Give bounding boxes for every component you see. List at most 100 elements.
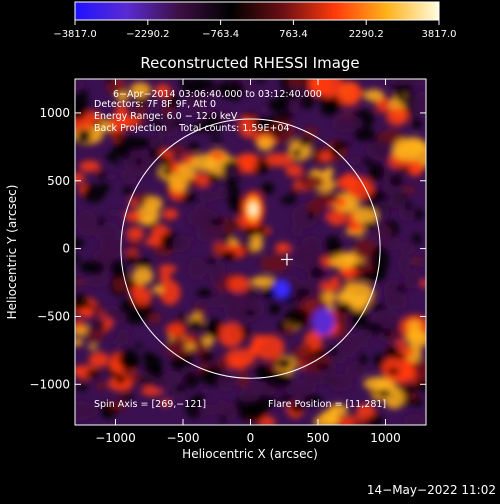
heatmap-cell (75, 278, 84, 287)
heatmap-cell (216, 185, 229, 200)
heatmap-cell (254, 365, 268, 376)
heatmap-cell (344, 364, 361, 378)
heatmap-cell (200, 368, 221, 379)
heatmap-cell (162, 208, 179, 220)
heatmap-cell (154, 84, 171, 98)
heatmap-cell (119, 394, 135, 400)
heatmap-cell (292, 148, 302, 158)
heatmap-cell (123, 368, 133, 376)
heatmap-cell (148, 312, 162, 324)
colorbar-tick-label: −3817.0 (53, 29, 96, 40)
heatmap-cell (400, 242, 416, 254)
heatmap-cell (311, 267, 323, 279)
heatmap-cell (166, 236, 174, 249)
heatmap-cell (183, 371, 200, 388)
heatmap-cell (107, 208, 123, 216)
heatmap-cell (395, 286, 407, 293)
heatmap-cell (353, 207, 378, 225)
heatmap-cell (114, 140, 123, 149)
heatmap-cell (186, 209, 207, 226)
heatmap-cell (129, 82, 152, 98)
heatmap-cell (262, 292, 276, 299)
heatmap-cell (397, 255, 411, 275)
heatmap-cell (307, 209, 314, 221)
heatmap-cell (174, 361, 186, 369)
heatmap-cell (105, 173, 117, 180)
heatmap-cell (185, 93, 207, 116)
heatmap-cell (363, 89, 385, 102)
solar-limb-circle (120, 118, 381, 379)
heatmap-cell (115, 104, 129, 115)
heatmap-cell (79, 89, 90, 95)
heatmap-cell (391, 294, 408, 309)
heatmap-cell (194, 392, 205, 404)
heatmap-cell (207, 257, 216, 265)
heatmap-cell (335, 115, 363, 133)
heatmap-cell (202, 326, 215, 331)
heatmap-cell (75, 300, 83, 311)
heatmap-cell (244, 225, 259, 238)
heatmap-cell (413, 397, 423, 408)
heatmap-cell (252, 159, 270, 174)
x-tick-label: 500 (307, 431, 330, 445)
heatmap-cell (295, 296, 303, 302)
heatmap-cell (406, 319, 422, 333)
heatmap-cell (421, 279, 426, 288)
heatmap-cell (132, 266, 154, 285)
heatmap-cell (284, 308, 309, 327)
colorbar-tick-label: −763.4 (202, 29, 239, 40)
heatmap-cell (363, 376, 392, 391)
heatmap-cell (75, 209, 97, 236)
heatmap-cell (296, 287, 310, 298)
heatmap-cell (278, 394, 295, 403)
heatmap-cell (327, 102, 338, 112)
heatmap-cell (168, 93, 179, 107)
heatmap-cell (82, 274, 110, 287)
heatmap-cell (370, 303, 387, 311)
negative-spot (312, 307, 335, 336)
heatmap-cell (106, 81, 125, 95)
heatmap-cell (362, 157, 374, 166)
heatmap-cell (118, 135, 146, 153)
heatmap-cell (91, 121, 104, 128)
heatmap-cell (127, 279, 137, 289)
heatmap-cell (402, 186, 416, 194)
heatmap-cell (82, 184, 105, 203)
heatmap-cell (217, 370, 235, 393)
heatmap-cell (220, 250, 237, 261)
heatmap-cell (279, 89, 300, 100)
heatmap-cell (237, 370, 250, 388)
heatmap-cell (219, 414, 227, 424)
heatmap-cell (196, 288, 213, 298)
heatmap-cell (183, 236, 198, 242)
heatmap-cell (143, 195, 163, 212)
heatmap-cell (149, 374, 179, 391)
heatmap-cell (336, 332, 362, 355)
heatmap-cell (184, 343, 196, 351)
heatmap-cell (169, 122, 182, 127)
heatmap-cell (404, 269, 422, 289)
heatmap-cell (351, 418, 371, 425)
heatmap-cell (260, 182, 275, 195)
heatmap-cell (135, 97, 147, 105)
heatmap-cell (121, 151, 131, 160)
heatmap-cell (402, 347, 415, 357)
x-tick-label: −500 (167, 431, 200, 445)
heatmap-cell (403, 392, 418, 401)
heatmap-cell (75, 241, 87, 246)
heatmap-cell (321, 291, 336, 303)
heatmap-cell (256, 136, 274, 151)
heatmap-cell (199, 90, 221, 100)
heatmap-cell (353, 126, 376, 142)
colorbar-tick-label: −2290.2 (126, 29, 169, 40)
heatmap-cell (389, 79, 409, 86)
heatmap-cell (162, 167, 172, 177)
heatmap-cell (274, 130, 284, 136)
heatmap-cell (173, 336, 181, 344)
heatmap-cell (165, 323, 185, 337)
heatmap-cell (227, 275, 251, 293)
heatmap-cell (111, 338, 129, 346)
heatmap-cell (277, 321, 287, 332)
heatmap-cell (135, 102, 147, 115)
heatmap-cell (122, 173, 137, 185)
